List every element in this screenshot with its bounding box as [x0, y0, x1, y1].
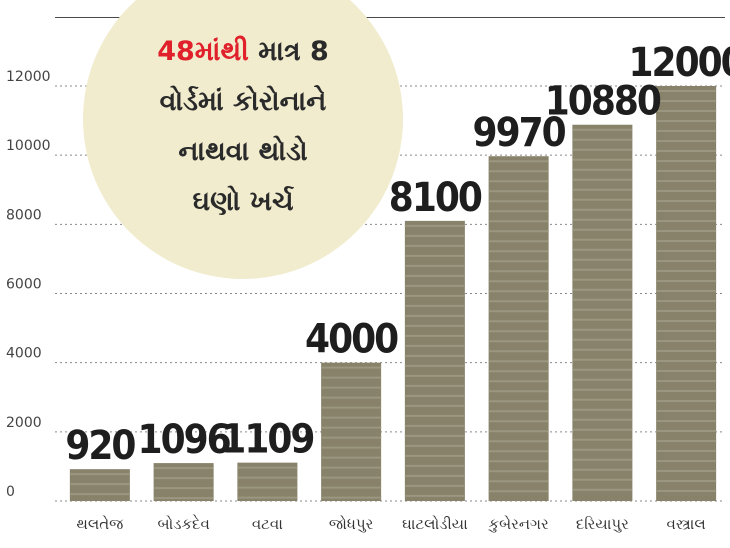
data-label: 1109: [221, 417, 313, 463]
data-label: 920: [65, 423, 135, 469]
data-label: 8100: [389, 175, 482, 221]
data-label: 9970: [473, 110, 566, 156]
badge-line-2: વોર્ડમાં કોરોનાને: [160, 85, 327, 117]
data-label: 4000: [305, 317, 398, 363]
bar: [656, 86, 717, 501]
bar: [237, 462, 298, 501]
bar-group: [237, 462, 298, 501]
title-badge: 48માંથી માત્ર 8 વોર્ડમાં કોરોનાને નાથવા …: [83, 0, 403, 279]
bar-group: [153, 463, 214, 501]
bar-group: [69, 469, 130, 501]
bar-group: [656, 86, 717, 501]
bar: [488, 156, 549, 501]
bar-layer: [69, 86, 717, 501]
badge-line-1: 48માંથી માત્ર 8: [157, 36, 329, 67]
bar-group: [572, 124, 633, 501]
x-tick-label: વસ્ત્રાલ: [667, 515, 706, 533]
bar-group: [321, 362, 382, 501]
badge-circle: [83, 0, 403, 279]
bar: [572, 124, 633, 501]
badge-line-4: ઘણો ખર્ચ: [192, 185, 294, 217]
label-layer: 0 2000 4000 6000 8000 10000 12000 920 થલતેજ 1096 બ…: [6, 40, 730, 533]
y-tick-label: 0: [6, 484, 15, 500]
x-tick-label: વટવા: [252, 515, 283, 533]
x-tick-label: બોડકદેવ: [157, 514, 209, 533]
bar: [153, 463, 214, 501]
badge-accent: 48માંથી: [157, 36, 249, 67]
bar: [404, 220, 465, 501]
y-tick-label: 8000: [6, 207, 42, 223]
x-tick-label: જોધપુર: [329, 515, 374, 533]
bar-group: [404, 220, 465, 501]
x-tick-label: ઘાટલોડીયા: [402, 515, 468, 533]
x-tick-label: કુબેરનગર: [488, 515, 549, 533]
y-tick-label: 4000: [6, 346, 42, 362]
data-label: 1096: [138, 417, 231, 463]
data-label: 10880: [545, 79, 661, 125]
y-tick-label: 12000: [6, 69, 51, 85]
y-tick-label: 10000: [6, 138, 51, 154]
badge-line-1-rest: માત્ર 8: [249, 36, 329, 67]
x-tick-label: દરિયાપુર: [576, 515, 629, 533]
y-tick-label: 6000: [6, 277, 42, 293]
x-tick-label: થલતેજ: [76, 515, 124, 533]
badge-line-3: નાથવા થોડો: [178, 135, 308, 167]
bar-group: [488, 156, 549, 501]
bar: [321, 362, 382, 501]
data-label: 12000: [629, 40, 730, 86]
y-tick-label: 2000: [6, 415, 42, 431]
